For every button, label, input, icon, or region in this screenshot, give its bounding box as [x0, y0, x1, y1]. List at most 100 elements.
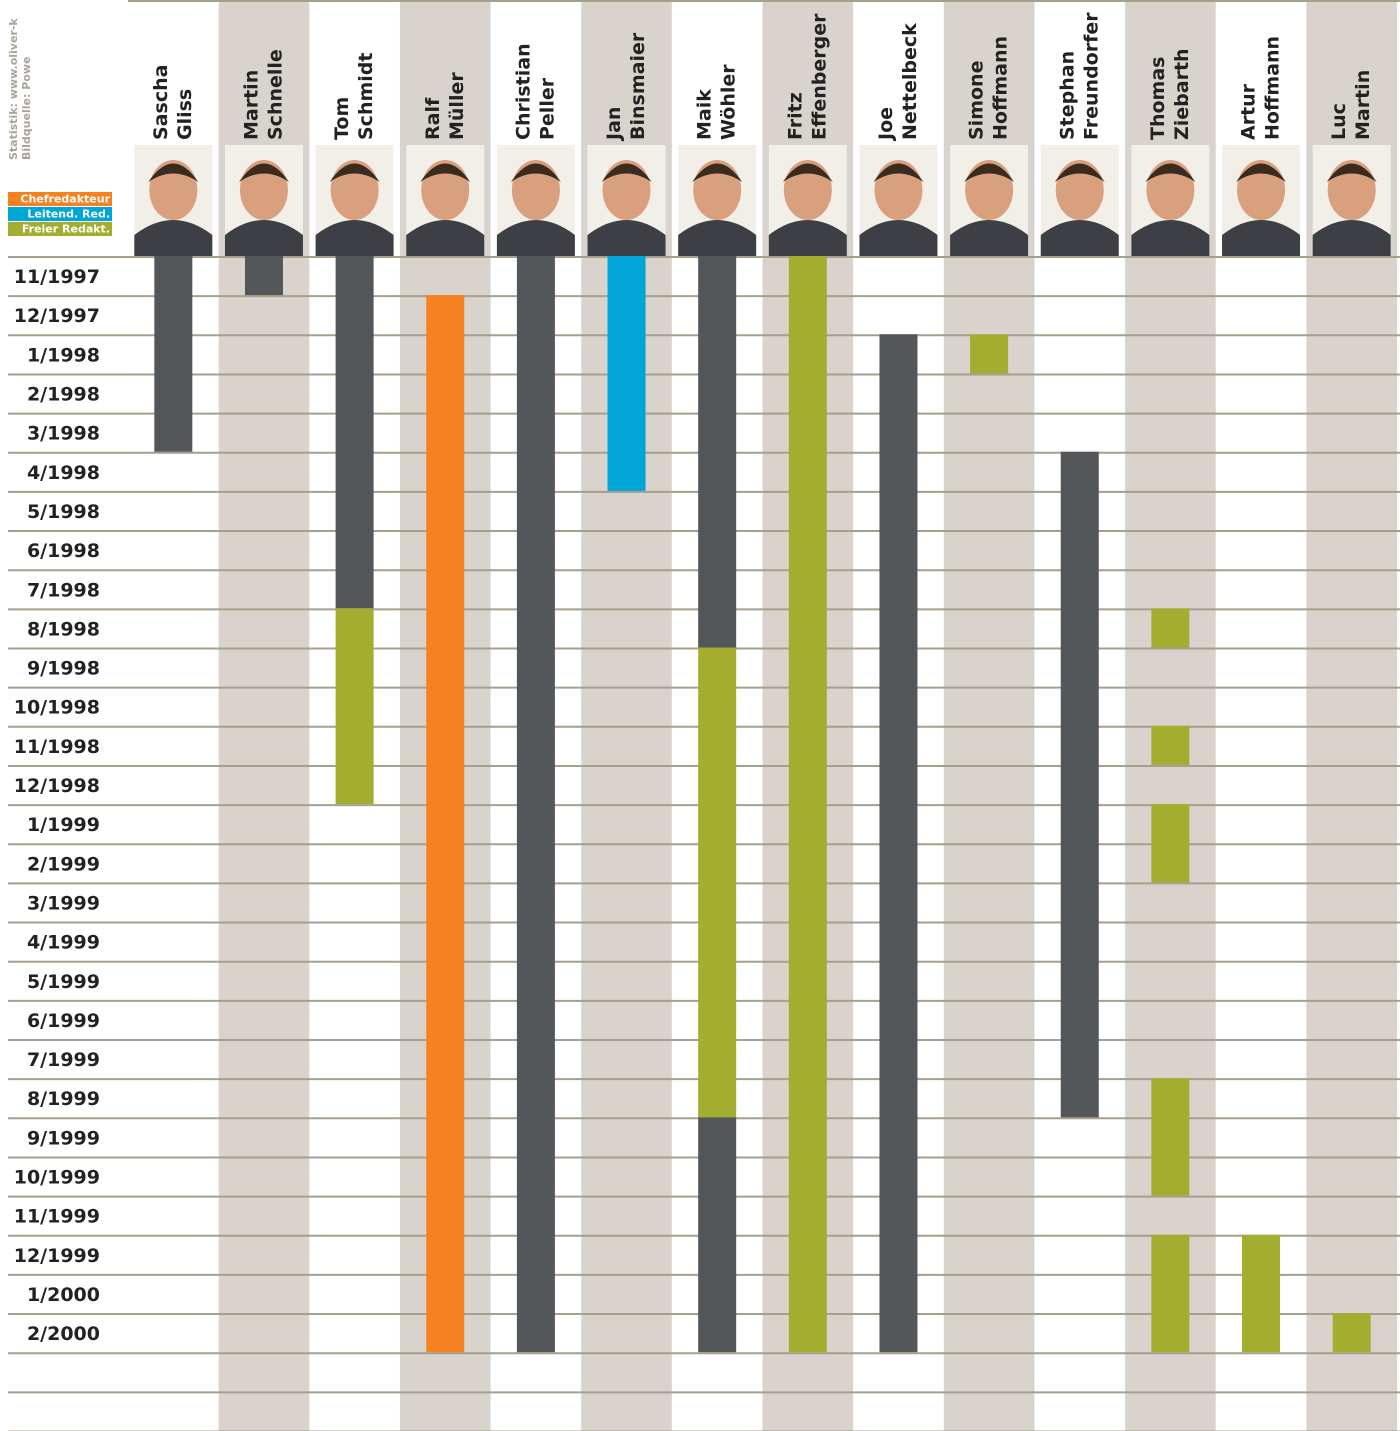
tenure-bar: [1060, 451, 1099, 1118]
photo: [224, 145, 303, 256]
person-name: Luc: [1328, 103, 1350, 140]
person-name: Hoffmann: [990, 36, 1012, 140]
photo: [768, 145, 847, 256]
tenure-bar: [788, 256, 827, 1353]
photo: [859, 145, 938, 256]
row-label: 10/1998: [14, 697, 100, 719]
person-name: Joe: [875, 107, 897, 142]
row-label: 3/1998: [27, 423, 100, 445]
person-name: Effenberger: [808, 13, 830, 140]
row-label: 5/1999: [27, 971, 100, 993]
tenure-bar: [1151, 725, 1190, 765]
photo-body: [678, 220, 757, 256]
row-label: 12/1998: [14, 775, 100, 797]
photo-body: [496, 220, 575, 256]
tenure-bar: [1332, 1313, 1371, 1353]
person-name: Martin: [240, 70, 262, 140]
photo: [678, 145, 757, 256]
person-name: Maik: [694, 89, 716, 140]
photo-hair: [964, 163, 1015, 182]
row-label: 2/1998: [27, 384, 100, 406]
photo-hair: [510, 163, 561, 182]
photo-hair: [1326, 163, 1377, 182]
tenure-bar: [607, 256, 646, 491]
photo-body: [406, 220, 485, 256]
tenure-bar: [426, 295, 465, 1353]
photo-hair: [873, 163, 924, 182]
person-name: Martin: [1352, 70, 1374, 140]
photo-body: [1222, 220, 1301, 256]
photo: [315, 145, 394, 256]
person-name: Jan: [603, 107, 625, 142]
photo-body: [315, 220, 394, 256]
photo: [1312, 145, 1391, 256]
photo-hair: [420, 163, 471, 182]
photo: [134, 145, 213, 256]
photo: [950, 145, 1029, 256]
photo: [1222, 145, 1301, 256]
row-label: 4/1999: [27, 932, 100, 954]
person-name: Freundorfer: [1080, 12, 1102, 140]
photo: [1040, 145, 1119, 256]
photo-body: [587, 220, 666, 256]
photo-hair: [1236, 163, 1287, 182]
legend-swatch: [8, 222, 112, 236]
row-label: 9/1999: [27, 1127, 100, 1149]
photo-hair: [1054, 163, 1105, 182]
tenure-bar: [1151, 1078, 1190, 1196]
person-name: Ziebarth: [1171, 48, 1193, 140]
row-label: 6/1998: [27, 540, 100, 562]
person-name: Stephan: [1056, 51, 1078, 140]
row-label: 1/1999: [27, 814, 100, 836]
photo-body: [224, 220, 303, 256]
tenure-bar: [154, 256, 193, 452]
person-name: Gliss: [174, 89, 196, 140]
tenure-bar: [335, 608, 374, 805]
tenure-bar: [516, 256, 555, 1353]
tenure-bar: [244, 256, 283, 296]
row-label: 8/1998: [27, 618, 100, 640]
row-label: 3/1999: [27, 892, 100, 914]
row-label: 7/1998: [27, 579, 100, 601]
row-label: 8/1999: [27, 1088, 100, 1110]
photo: [1131, 145, 1210, 256]
photo-body: [859, 220, 938, 256]
photo-hair: [148, 163, 199, 182]
photo-body: [950, 220, 1029, 256]
photo-body: [1312, 220, 1391, 256]
photo-hair: [601, 163, 652, 182]
photo-body: [1040, 220, 1119, 256]
person-name: Ralf: [422, 97, 444, 140]
person-name: Thomas: [1147, 57, 1169, 140]
photo-hair: [1145, 163, 1196, 182]
person-name: Peller: [536, 77, 558, 140]
legend-label: Freier Redakt.: [22, 223, 110, 236]
tenure-bar: [1242, 1234, 1281, 1353]
photo: [496, 145, 575, 256]
tenure-bar: [970, 334, 1009, 374]
row-label: 2/2000: [27, 1323, 100, 1345]
person-name: Nettelbeck: [899, 23, 921, 140]
row-label: 1/1998: [27, 344, 100, 366]
tenure-bar: [698, 647, 737, 1118]
photo-body: [134, 220, 213, 256]
person-name: Sascha: [150, 65, 172, 140]
person-name: Christian: [512, 43, 534, 140]
photo-hair: [692, 163, 743, 182]
legend-swatch: [8, 192, 112, 206]
row-label: 12/1999: [14, 1245, 100, 1267]
photo-body: [768, 220, 847, 256]
person-name: Simone: [966, 61, 988, 140]
legend-label: Chefredakteur: [20, 193, 110, 206]
row-label: 7/1999: [27, 1049, 100, 1071]
row-label: 11/1998: [14, 736, 100, 758]
photo-body: [1131, 220, 1210, 256]
tenure-bar: [879, 334, 918, 1353]
person-name: Hoffmann: [1262, 36, 1284, 140]
tenure-bar: [698, 256, 737, 648]
source-text: Bildquelle: Powe: [20, 57, 33, 160]
tenure-bar: [1151, 804, 1190, 883]
row-label: 11/1999: [14, 1206, 100, 1228]
photo-hair: [782, 163, 833, 182]
